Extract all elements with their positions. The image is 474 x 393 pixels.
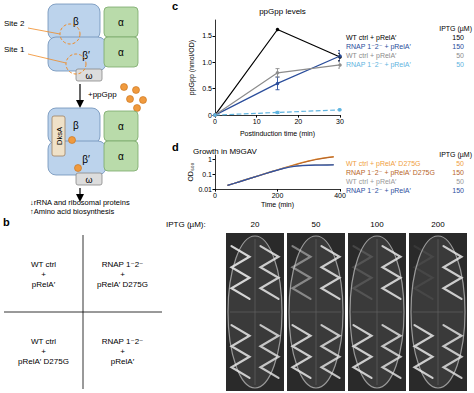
html-text:50: 50 [456,178,464,185]
html-text:d: d [172,141,179,153]
svg-text:+: + [120,270,125,279]
svg-text:+: + [120,347,125,356]
svg-text:0: 0 [208,112,212,119]
html-text:RNAP 1⁻2⁻ + pRelA′: RNAP 1⁻2⁻ + pRelA′ [346,61,411,68]
svg-text:100: 100 [370,220,384,229]
svg-text:↓rRNA and ribosomal proteins: ↓rRNA and ribosomal proteins [30,198,130,207]
svg-text:0: 0 [213,192,217,199]
svg-text:Growth in M9GAV: Growth in M9GAV [193,147,258,156]
svg-text:10: 10 [253,118,261,125]
svg-text:β′: β′ [82,50,90,61]
html-text:RNAP 1⁻2⁻ + pRelA′: RNAP 1⁻2⁻ + pRelA′ [346,43,411,50]
html-text:WT ctrl + pRelA′: WT ctrl + pRelA′ [346,34,397,41]
html-text:WT ctrl + pRelA′: WT ctrl + pRelA′ [346,178,397,185]
svg-text:OD₆₀₀: OD₆₀₀ [187,162,194,181]
svg-text:1: 1 [208,156,212,163]
html-text:150: 150 [452,43,464,50]
svg-text:Site 2: Site 2 [4,19,25,28]
svg-text:WT ctrl: WT ctrl [31,260,56,269]
svg-text:DksA: DksA [55,127,64,145]
html-text:50: 50 [456,160,464,167]
svg-text:0.1: 0.1 [202,171,212,178]
html-text:IPTG (µM): IPTG (µM) [439,151,472,158]
svg-text:α: α [118,151,124,162]
svg-text:pRelA′: pRelA′ [111,357,135,366]
svg-text:1.0: 1.0 [202,59,212,66]
svg-text:Postinduction time (min): Postinduction time (min) [240,130,315,138]
svg-text:0: 0 [213,118,217,125]
svg-text:200: 200 [272,192,284,199]
svg-text:RNAP 1⁻2⁻: RNAP 1⁻2⁻ [102,337,144,346]
svg-text:pRelA′: pRelA′ [32,280,56,289]
svg-text:α: α [118,17,124,28]
svg-text:IPTG (µM):: IPTG (µM): [166,220,206,229]
html-text:c: c [172,0,179,12]
html-text:IPTG (µM): IPTG (µM) [439,25,472,32]
svg-text:pRelA′ D275G: pRelA′ D275G [18,357,69,366]
html-text:150: 150 [452,34,464,41]
html-text:50: 50 [456,61,464,68]
html-text:150: 150 [452,169,464,176]
svg-text:Time (min): Time (min) [261,201,294,209]
svg-text:β: β [73,120,79,131]
svg-text:RNAP 1⁻2⁻: RNAP 1⁻2⁻ [102,260,144,269]
svg-text:400: 400 [334,192,346,199]
svg-text:ppGpp (nmol/OD): ppGpp (nmol/OD) [188,40,196,95]
svg-text:Site 1: Site 1 [4,45,25,54]
html-text:WT ctrl + pRelA′ D275G: WT ctrl + pRelA′ D275G [346,160,421,167]
svg-text:α: α [118,121,124,132]
svg-text:20: 20 [294,118,302,125]
svg-text:0.01: 0.01 [198,186,212,193]
svg-text:ω: ω [85,175,92,185]
svg-text:WT ctrl: WT ctrl [31,337,56,346]
svg-text:+: + [41,347,46,356]
svg-text:+: + [41,270,46,279]
svg-text:1.5: 1.5 [202,32,212,39]
html-text:RNAP 1⁻2⁻ + pRelA′: RNAP 1⁻2⁻ + pRelA′ [346,187,411,194]
svg-text:↑Amino acid biosynthesis: ↑Amino acid biosynthesis [30,207,114,216]
html-text:150: 150 [452,187,464,194]
svg-text:α: α [118,47,124,58]
html-text:50: 50 [456,52,464,59]
svg-text:+ppGpp: +ppGpp [88,90,117,99]
svg-text:pRelA′ D275G: pRelA′ D275G [97,280,148,289]
svg-text:β′: β′ [82,154,90,165]
svg-text:ω: ω [85,71,92,81]
svg-text:β: β [73,16,79,27]
svg-text:50: 50 [312,220,321,229]
svg-text:30: 30 [336,118,344,125]
svg-text:b: b [3,216,10,228]
svg-text:ppGpp levels: ppGpp levels [259,7,306,16]
html-text:WT ctrl + pRelA′: WT ctrl + pRelA′ [346,52,397,59]
html-text:RNAP 1⁻2⁻ + pRelA′ D275G: RNAP 1⁻2⁻ + pRelA′ D275G [346,169,435,176]
svg-text:200: 200 [431,220,445,229]
svg-text:20: 20 [251,220,260,229]
svg-text:0.5: 0.5 [202,85,212,92]
